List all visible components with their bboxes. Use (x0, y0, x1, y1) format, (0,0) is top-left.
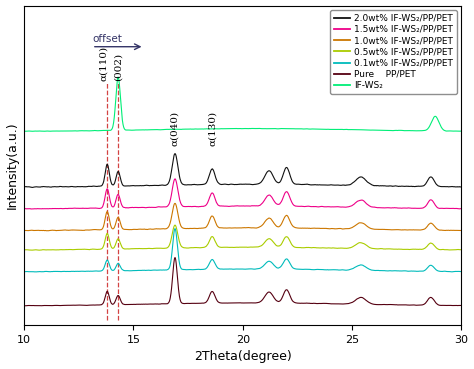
Text: α(040): α(040) (171, 111, 180, 146)
Legend: 2.0wt% IF-WS₂/PP/PET, 1.5wt% IF-WS₂/PP/PET, 1.0wt% IF-WS₂/PP/PET, 0.5wt% IF-WS₂/: 2.0wt% IF-WS₂/PP/PET, 1.5wt% IF-WS₂/PP/P… (330, 10, 457, 94)
Text: (002): (002) (114, 52, 123, 80)
Text: α(110): α(110) (100, 45, 109, 80)
Text: α(130): α(130) (208, 111, 217, 146)
Text: offset: offset (92, 34, 122, 44)
Y-axis label: Intensity(a.u.): Intensity(a.u.) (6, 121, 18, 209)
X-axis label: 2Theta(degree): 2Theta(degree) (194, 351, 292, 363)
